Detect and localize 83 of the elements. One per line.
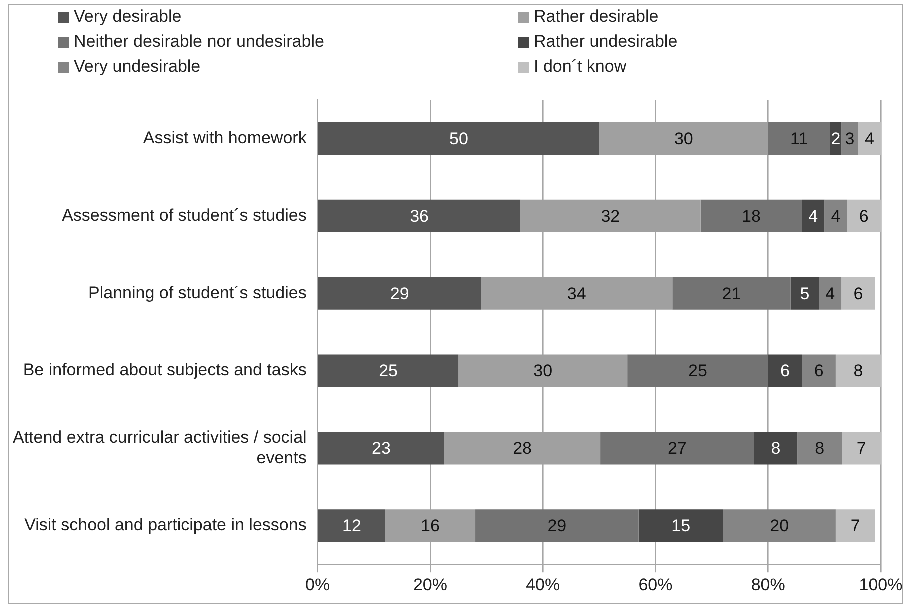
y-tick-label: Assist with homework [143,128,308,148]
x-tick-label: 40% [526,575,560,594]
data-label: 30 [534,362,553,381]
bar [790,277,820,310]
bar [318,200,521,232]
bar [802,200,825,232]
bar [600,432,754,465]
bar [858,122,881,155]
bar [638,510,724,542]
legend-label: Rather desirable [534,7,659,27]
y-tick-label: Assessment of student´s studies [62,206,307,225]
data-label: 20 [770,516,790,536]
x-tick-label: 100% [859,575,903,594]
data-label: 18 [742,206,761,226]
data-label: 15 [672,516,691,536]
y-tick-label: Be informed about subjects and tasks [23,360,307,380]
bar [847,200,881,232]
data-label: 27 [668,439,687,458]
data-label: 25 [688,362,708,381]
data-label: 4 [831,206,841,226]
bar [628,354,768,388]
y-tick-label: Visit school and participate in lessons [24,516,307,535]
data-label: 25 [379,362,398,381]
data-label: 6 [780,362,790,381]
legend-label: Rather undesirable [534,32,678,52]
data-label: 3 [845,129,855,148]
data-label: 11 [790,129,808,148]
bar [318,277,482,310]
bar [318,510,386,542]
data-label: 2 [831,129,841,148]
bar [802,354,836,388]
data-label: 34 [567,284,586,304]
bar [318,354,459,388]
x-tick-label: 60% [638,575,673,594]
bar [672,277,791,310]
bar [842,432,881,465]
bar [824,200,848,232]
bar [798,432,842,465]
data-label: 4 [826,284,836,304]
data-label: 29 [548,516,567,536]
data-label: 6 [854,284,864,304]
bar [836,354,881,388]
legend-label: Very desirable [74,7,182,27]
data-label: 12 [342,516,362,536]
x-tick-label: 80% [751,575,786,594]
legend-label: I don´t know [534,57,627,77]
y-tick-label: Planning of student´s studies [88,283,307,302]
data-label: 50 [449,129,468,148]
bar [318,122,600,155]
data-label: 8 [815,439,825,458]
bar [754,432,798,465]
data-label: 36 [410,206,429,226]
data-label: 29 [390,284,410,304]
bar [842,122,858,155]
data-label: 21 [722,284,742,304]
y-tick-label: Attend extra curricular activities / social events [12,428,307,468]
legend-label: Very undesirable [74,57,201,77]
data-label: 28 [513,439,532,458]
bar [768,354,802,388]
bar [318,432,445,465]
x-tick-label: 20% [413,575,448,594]
data-label: 6 [814,362,824,381]
bar [723,510,836,542]
bar [842,277,876,310]
data-label: 8 [854,362,864,381]
bar [700,200,802,232]
data-label: 5 [800,284,810,304]
data-label: 6 [859,206,869,226]
data-label: 32 [601,206,620,226]
data-label: 4 [865,129,874,148]
data-label: 4 [808,206,818,226]
bar [768,122,830,155]
data-label: 23 [372,439,391,458]
data-label: 16 [421,516,440,536]
data-label: 8 [771,439,781,458]
bar [836,510,876,542]
bar [476,510,639,542]
data-label: 7 [850,516,860,536]
data-label: 30 [674,129,694,148]
data-label: 7 [856,439,866,458]
legend-label: Neither desirable nor undesirable [74,32,324,52]
x-tick-label: 0% [306,575,330,594]
bar [819,277,842,310]
